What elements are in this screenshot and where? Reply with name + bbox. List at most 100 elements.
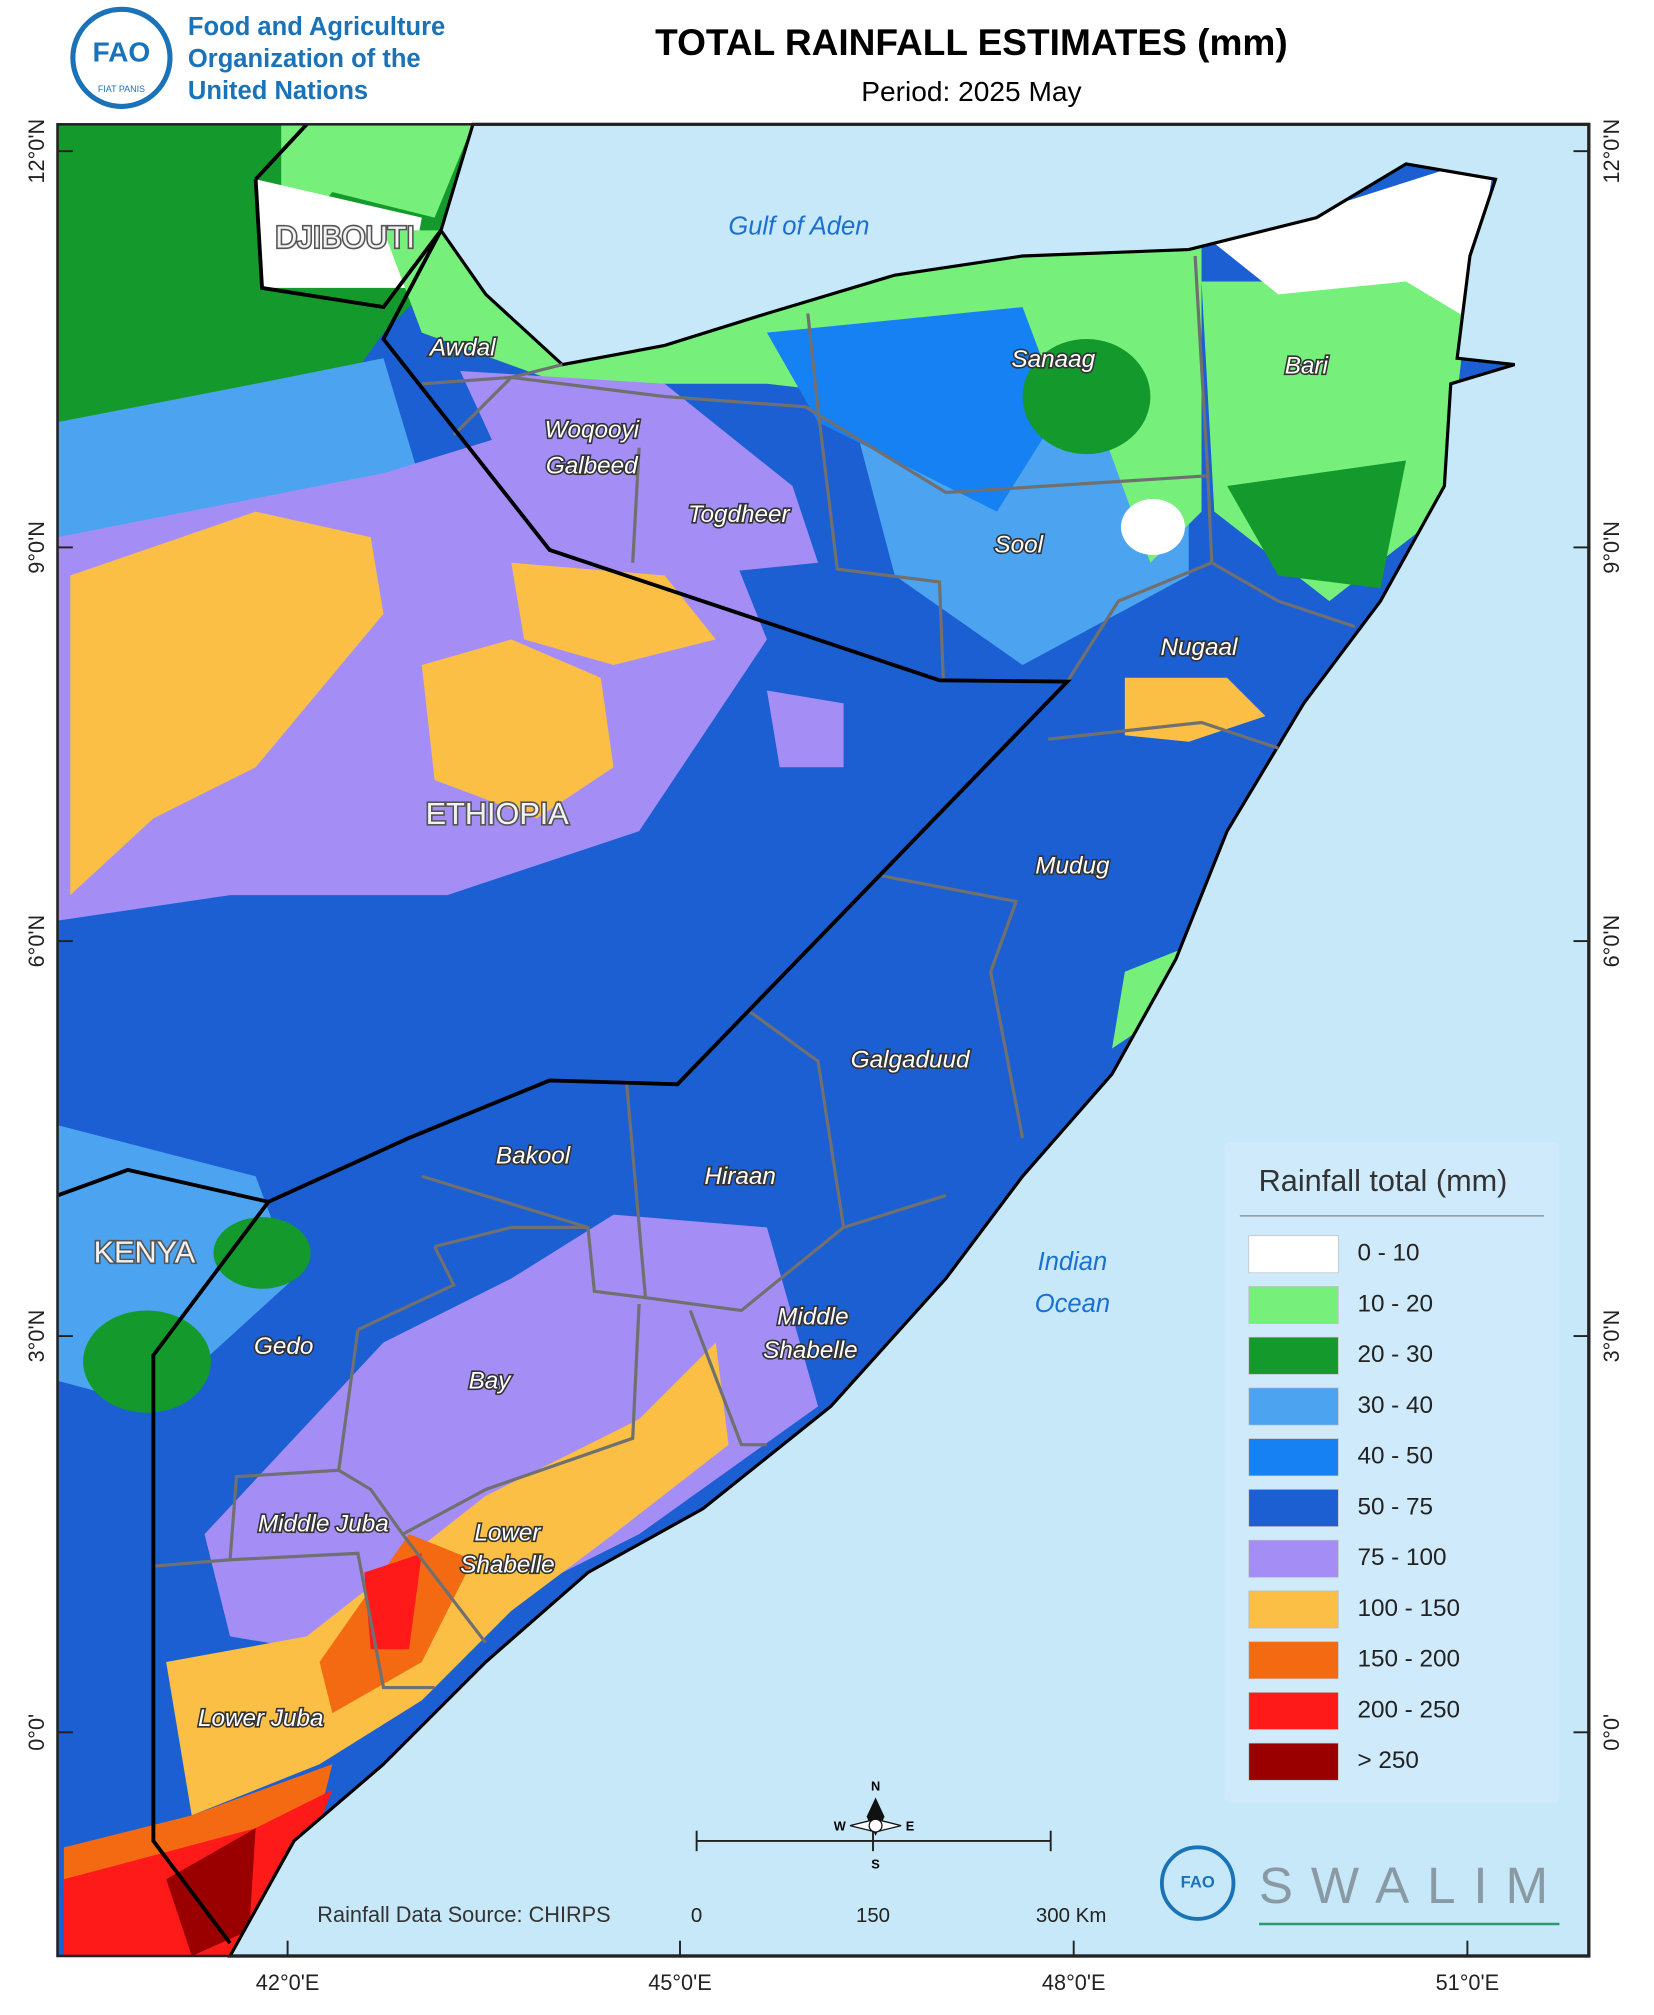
org-name: Food and Agriculture	[188, 13, 445, 41]
rain-zone	[364, 1553, 422, 1650]
logo-text: FAO	[93, 36, 151, 67]
legend-swatch	[1248, 1235, 1339, 1274]
legend-swatch	[1248, 1590, 1339, 1629]
region-label: Togdheer	[688, 501, 791, 528]
region-label: Awdal	[428, 335, 496, 362]
boundary	[806, 313, 945, 681]
lat-label: 12°0'N	[1599, 119, 1624, 184]
logo-text: FAO	[1181, 1873, 1215, 1892]
legend-label: 50 - 75	[1357, 1493, 1433, 1520]
region-label: Nugaal	[1161, 634, 1239, 661]
legend-swatch	[1248, 1336, 1339, 1375]
region-label: Shabelle	[460, 1552, 554, 1579]
country-label: KENYA	[94, 1235, 196, 1269]
lat-label: 0°0'	[24, 1714, 49, 1751]
rain-zone	[83, 1310, 211, 1413]
compass-letter: N	[871, 1779, 880, 1794]
rain-zone	[1227, 460, 1407, 589]
water-label: Ocean	[1035, 1290, 1110, 1318]
country-label: DJIBOUTI	[275, 220, 415, 254]
rain-zone	[213, 1217, 311, 1289]
rain-zone	[766, 307, 1061, 512]
region-label: Middle	[777, 1304, 848, 1331]
region-label: Sanaag	[1011, 346, 1095, 373]
boundary	[688, 1309, 767, 1447]
fao-logo-small	[1159, 1845, 1236, 1921]
brand: SWALIM	[1259, 1857, 1566, 1914]
rain-zone	[281, 124, 473, 256]
legend-label: 30 - 40	[1357, 1392, 1433, 1419]
region-label: Middle Juba	[258, 1511, 389, 1538]
region-label: Galbeed	[546, 452, 639, 479]
data-source: Rainfall Data Source: CHIRPS	[317, 1902, 610, 1927]
compass-center	[868, 1818, 883, 1833]
header: FAO FIAT PANIS Food and Agriculture Orga…	[70, 6, 1288, 109]
org-name: United Nations	[188, 77, 368, 105]
lon-label: 45°0'E	[648, 1970, 712, 1995]
legend-swatch	[1248, 1438, 1339, 1477]
lon-label: 51°0'E	[1436, 1970, 1500, 1995]
region-label: Shabelle	[763, 1337, 857, 1364]
region-label: Sool	[994, 532, 1043, 559]
lat-label: 0°0'	[1599, 1714, 1624, 1751]
border	[151, 229, 1072, 1945]
region-label: Bakool	[496, 1143, 571, 1170]
title: TOTAL RAINFALL ESTIMATES (mm)	[655, 21, 1288, 63]
legend-swatch	[1248, 1387, 1339, 1426]
region-label: Bay	[469, 1367, 513, 1394]
boundary	[434, 1225, 588, 1249]
boundary	[337, 1304, 641, 1537]
legend-label: 200 - 250	[1357, 1696, 1460, 1723]
rain-zone	[57, 358, 422, 563]
rain-zone	[70, 511, 384, 896]
rain-zone	[766, 690, 844, 768]
region-label: Hiraan	[704, 1163, 775, 1190]
boundary	[1065, 561, 1213, 683]
legend-swatch	[1248, 1641, 1339, 1680]
region-label: Galgaduud	[851, 1047, 971, 1074]
lat-label: 6°0'N	[1599, 915, 1624, 968]
footer: Rainfall Data Source: CHIRPS 0 150 300 K…	[317, 1779, 1566, 1927]
region-label: Bari	[1285, 353, 1329, 380]
region-boundaries	[153, 255, 1356, 1690]
water-label: Gulf of Aden	[728, 213, 869, 241]
boundary	[153, 1329, 360, 1568]
legend-swatch	[1248, 1489, 1339, 1527]
legend-swatch	[1248, 1286, 1339, 1324]
compass-letter: E	[906, 1818, 915, 1833]
country-label: ETHIOPIA	[426, 797, 570, 831]
boundary	[1047, 720, 1279, 750]
water-label: Indian	[1038, 1248, 1108, 1276]
legend-label: 75 - 100	[1357, 1544, 1446, 1571]
country-borders	[56, 123, 1072, 1945]
legend-label: 40 - 50	[1357, 1443, 1433, 1470]
legend-swatch	[1248, 1539, 1339, 1578]
rain-zone	[1120, 498, 1185, 556]
lon-label: 42°0'E	[256, 1970, 320, 1995]
lat-label: 12°0'N	[24, 119, 49, 184]
org-name: Organization of the	[188, 45, 421, 73]
boundary	[881, 874, 1025, 1139]
scale-label: 0	[691, 1904, 702, 1927]
lon-label: 48°0'E	[1042, 1970, 1106, 1995]
border	[56, 1167, 269, 1204]
map-frame	[56, 123, 1591, 1958]
legend-label: 10 - 20	[1357, 1290, 1433, 1317]
lat-label: 3°0'N	[1599, 1310, 1624, 1363]
legend-swatch	[1248, 1742, 1339, 1781]
lat-label: 6°0'N	[24, 915, 49, 968]
fao-logo	[70, 6, 173, 109]
rain-zone	[166, 1828, 256, 1956]
boundary	[421, 1080, 648, 1300]
boundary	[631, 447, 641, 563]
boundary	[357, 1245, 456, 1332]
lat-label: 9°0'N	[1599, 521, 1624, 574]
map-labels: Awdal Woqooyi Galbeed Togdheer Sanaag Bari Soo…	[92, 213, 1330, 1734]
rain-zone	[1214, 153, 1496, 320]
legend-label: 20 - 30	[1357, 1341, 1433, 1368]
boundary	[452, 375, 1209, 495]
legend-label: 0 - 10	[1357, 1240, 1419, 1267]
region-label: Mudug	[1035, 852, 1110, 879]
scale-label: 150	[856, 1904, 890, 1927]
subtitle: Period: 2025 May	[861, 76, 1081, 107]
